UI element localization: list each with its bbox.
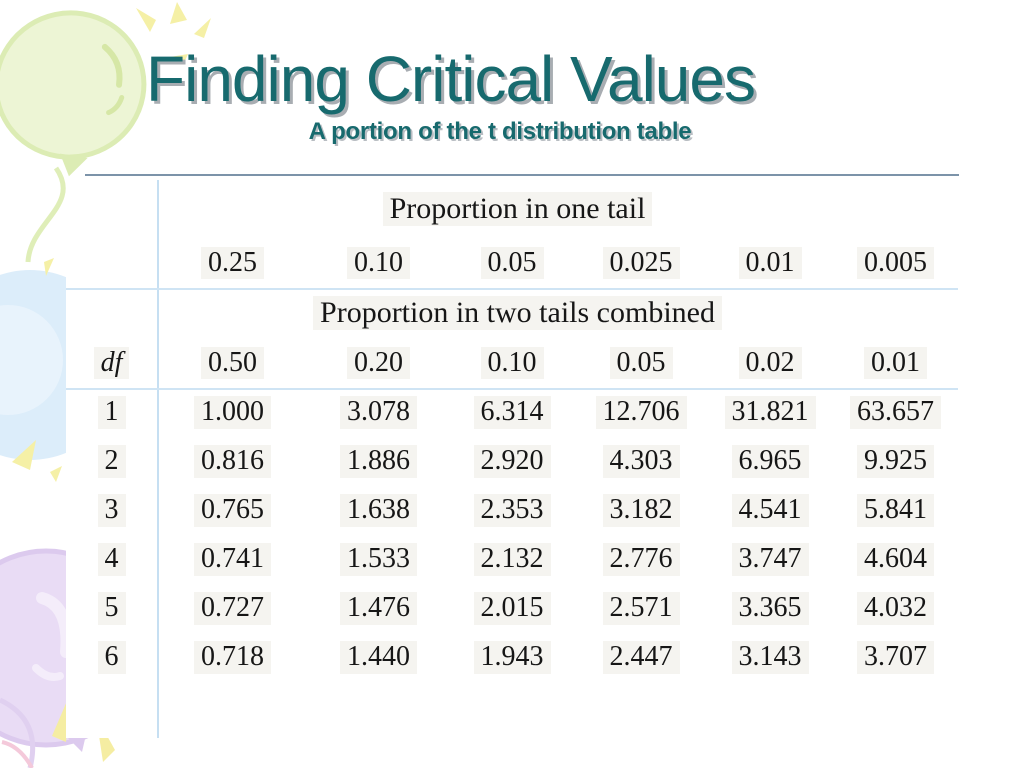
two-tail-value: 0.50 (157, 338, 308, 388)
table-vertical-rule (157, 180, 159, 738)
df-cell: 5 (66, 584, 157, 633)
t-value-cell: 6.314 (449, 388, 575, 437)
one-tail-value: 0.25 (157, 238, 308, 288)
t-value-cell: 1.943 (449, 633, 575, 682)
t-value-cell: 3.143 (707, 633, 833, 682)
t-value-cell: 0.816 (157, 437, 308, 486)
t-value-cell: 3.747 (707, 535, 833, 584)
empty-cell (66, 238, 157, 288)
table-row-divider-1 (66, 288, 958, 290)
two-tails-header: Proportion in two tails combined (157, 288, 958, 338)
df-cell: 2 (66, 437, 157, 486)
t-value-cell: 2.920 (449, 437, 575, 486)
t-value-cell: 3.365 (707, 584, 833, 633)
t-value-cell: 31.821 (707, 388, 833, 437)
t-value-cell: 3.078 (308, 388, 449, 437)
t-value-cell: 2.353 (449, 486, 575, 535)
t-value-cell: 2.447 (575, 633, 707, 682)
t-value-cell: 4.032 (833, 584, 958, 633)
green-balloon-string (25, 166, 66, 263)
df-cell: 4 (66, 535, 157, 584)
slide-subtitle: A portion of the t distribution table (308, 118, 692, 145)
df-cell: 6 (66, 633, 157, 682)
t-value-cell: 2.571 (575, 584, 707, 633)
two-tail-value: 0.02 (707, 338, 833, 388)
two-tail-value: 0.20 (308, 338, 449, 388)
sparkles-top-icon (136, 2, 211, 63)
t-value-cell: 2.132 (449, 535, 575, 584)
t-value-cell: 1.000 (157, 388, 308, 437)
purple-balloon-string (1, 740, 34, 768)
t-value-cell: 3.182 (575, 486, 707, 535)
t-value-cell: 4.604 (833, 535, 958, 584)
title-divider (85, 174, 959, 176)
t-distribution-table: Proportion in one tail 0.25 0.10 0.05 0.… (66, 180, 958, 738)
t-value-cell: 0.741 (157, 535, 308, 584)
two-tail-value: 0.05 (575, 338, 707, 388)
t-value-cell: 1.476 (308, 584, 449, 633)
green-balloon-icon (0, 10, 147, 177)
t-value-cell: 0.718 (157, 633, 308, 682)
df-cell: 1 (66, 388, 157, 437)
t-value-cell: 3.707 (833, 633, 958, 682)
one-tail-value: 0.05 (449, 238, 575, 288)
t-value-cell: 0.765 (157, 486, 308, 535)
one-tail-value: 0.10 (308, 238, 449, 288)
t-value-cell: 6.965 (707, 437, 833, 486)
t-value-cell: 12.706 (575, 388, 707, 437)
t-value-cell: 2.015 (449, 584, 575, 633)
df-cell: 3 (66, 486, 157, 535)
t-value-cell: 63.657 (833, 388, 958, 437)
table-row-divider-2 (66, 388, 958, 390)
t-value-cell: 1.533 (308, 535, 449, 584)
t-value-cell: 1.886 (308, 437, 449, 486)
sparkles-mid-icon (12, 258, 62, 482)
t-value-cell: 0.727 (157, 584, 308, 633)
one-tail-value: 0.005 (833, 238, 958, 288)
t-value-cell: 5.841 (833, 486, 958, 535)
table-grid: Proportion in one tail 0.25 0.10 0.05 0.… (66, 180, 958, 682)
t-value-cell: 2.776 (575, 535, 707, 584)
t-value-cell: 1.440 (308, 633, 449, 682)
t-value-cell: 4.303 (575, 437, 707, 486)
one-tail-value: 0.01 (707, 238, 833, 288)
t-value-cell: 9.925 (833, 437, 958, 486)
two-tail-value: 0.10 (449, 338, 575, 388)
t-value-cell: 4.541 (707, 486, 833, 535)
one-tail-header: Proportion in one tail (157, 180, 958, 238)
slide-title: Finding Critical Values (146, 43, 756, 115)
two-tail-value: 0.01 (833, 338, 958, 388)
t-value-cell: 1.638 (308, 486, 449, 535)
one-tail-value: 0.025 (575, 238, 707, 288)
df-header: df (66, 338, 157, 388)
